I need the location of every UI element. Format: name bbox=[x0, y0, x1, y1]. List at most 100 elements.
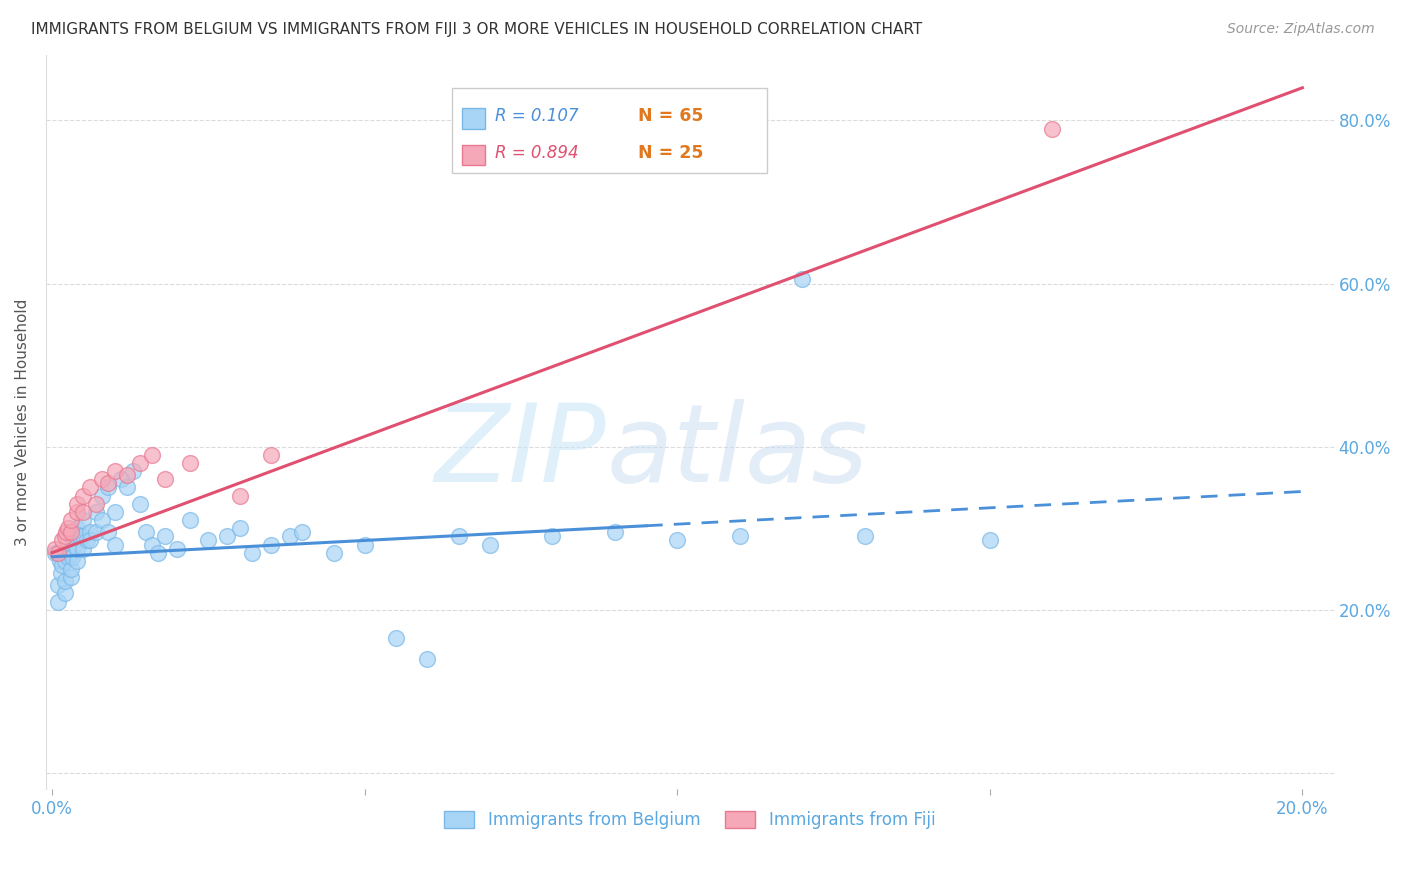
Point bbox=[541, 529, 564, 543]
Text: atlas: atlas bbox=[606, 399, 868, 504]
Point bbox=[53, 529, 76, 543]
Point bbox=[792, 272, 814, 286]
Point bbox=[197, 533, 219, 548]
Point bbox=[122, 464, 145, 478]
Point bbox=[51, 533, 73, 548]
Point bbox=[385, 632, 408, 646]
Point bbox=[53, 554, 76, 568]
Point bbox=[72, 505, 94, 519]
Point bbox=[51, 558, 73, 572]
Point bbox=[128, 497, 150, 511]
Point bbox=[79, 525, 101, 540]
Point bbox=[229, 489, 252, 503]
Point bbox=[240, 546, 263, 560]
Point bbox=[56, 549, 79, 564]
Text: R = 0.107: R = 0.107 bbox=[495, 107, 579, 125]
Point bbox=[48, 594, 70, 608]
Text: ZIP: ZIP bbox=[434, 399, 606, 504]
Point bbox=[59, 562, 82, 576]
Point bbox=[53, 574, 76, 589]
Point bbox=[153, 529, 176, 543]
Point bbox=[291, 525, 314, 540]
Legend: Immigrants from Belgium, Immigrants from Fiji: Immigrants from Belgium, Immigrants from… bbox=[437, 805, 942, 836]
Point bbox=[447, 529, 470, 543]
Point bbox=[84, 497, 107, 511]
Point bbox=[853, 529, 876, 543]
Point bbox=[166, 541, 188, 556]
Point bbox=[91, 489, 114, 503]
Point bbox=[91, 472, 114, 486]
Bar bbox=[463, 145, 485, 165]
Point bbox=[66, 497, 89, 511]
Point bbox=[666, 533, 689, 548]
Point bbox=[97, 525, 120, 540]
Text: N = 25: N = 25 bbox=[638, 144, 704, 161]
Point bbox=[55, 525, 77, 540]
FancyBboxPatch shape bbox=[451, 88, 768, 172]
Point bbox=[1040, 121, 1063, 136]
Point bbox=[79, 480, 101, 494]
Point bbox=[979, 533, 1001, 548]
Point bbox=[72, 529, 94, 543]
Point bbox=[49, 566, 72, 580]
Point bbox=[179, 513, 201, 527]
Point bbox=[260, 537, 283, 551]
Point bbox=[53, 586, 76, 600]
Point bbox=[66, 521, 89, 535]
Text: N = 65: N = 65 bbox=[638, 107, 704, 125]
Point bbox=[48, 546, 70, 560]
Point bbox=[76, 533, 98, 548]
Bar bbox=[463, 108, 485, 128]
Point bbox=[353, 537, 375, 551]
Point bbox=[141, 537, 163, 551]
Point bbox=[148, 546, 170, 560]
Point bbox=[104, 464, 127, 478]
Point bbox=[79, 533, 101, 548]
Point bbox=[322, 546, 344, 560]
Point bbox=[72, 489, 94, 503]
Point bbox=[110, 472, 132, 486]
Point bbox=[59, 546, 82, 560]
Text: IMMIGRANTS FROM BELGIUM VS IMMIGRANTS FROM FIJI 3 OR MORE VEHICLES IN HOUSEHOLD : IMMIGRANTS FROM BELGIUM VS IMMIGRANTS FR… bbox=[31, 22, 922, 37]
Point bbox=[44, 541, 66, 556]
Point bbox=[728, 529, 751, 543]
Point bbox=[59, 525, 82, 540]
Point bbox=[91, 513, 114, 527]
Point bbox=[278, 529, 301, 543]
Point bbox=[66, 554, 89, 568]
Point bbox=[153, 472, 176, 486]
Point bbox=[60, 549, 83, 564]
Point bbox=[44, 546, 66, 560]
Point bbox=[66, 505, 89, 519]
Point bbox=[478, 537, 501, 551]
Point bbox=[48, 578, 70, 592]
Point bbox=[72, 541, 94, 556]
Point bbox=[72, 513, 94, 527]
Point bbox=[260, 448, 283, 462]
Point bbox=[603, 525, 626, 540]
Point bbox=[179, 456, 201, 470]
Point bbox=[66, 541, 89, 556]
Point bbox=[84, 525, 107, 540]
Text: Source: ZipAtlas.com: Source: ZipAtlas.com bbox=[1227, 22, 1375, 37]
Point bbox=[97, 480, 120, 494]
Text: R = 0.894: R = 0.894 bbox=[495, 144, 579, 161]
Point bbox=[115, 480, 138, 494]
Point bbox=[104, 537, 127, 551]
Point bbox=[217, 529, 239, 543]
Point bbox=[128, 456, 150, 470]
Point bbox=[104, 505, 127, 519]
Y-axis label: 3 or more Vehicles in Household: 3 or more Vehicles in Household bbox=[15, 299, 30, 546]
Point bbox=[416, 651, 439, 665]
Point bbox=[115, 468, 138, 483]
Point bbox=[59, 529, 82, 543]
Point bbox=[63, 537, 86, 551]
Point bbox=[229, 521, 252, 535]
Point bbox=[55, 546, 77, 560]
Point bbox=[69, 529, 91, 543]
Point bbox=[97, 476, 120, 491]
Point bbox=[141, 448, 163, 462]
Point bbox=[135, 525, 157, 540]
Point bbox=[48, 554, 70, 568]
Point bbox=[59, 513, 82, 527]
